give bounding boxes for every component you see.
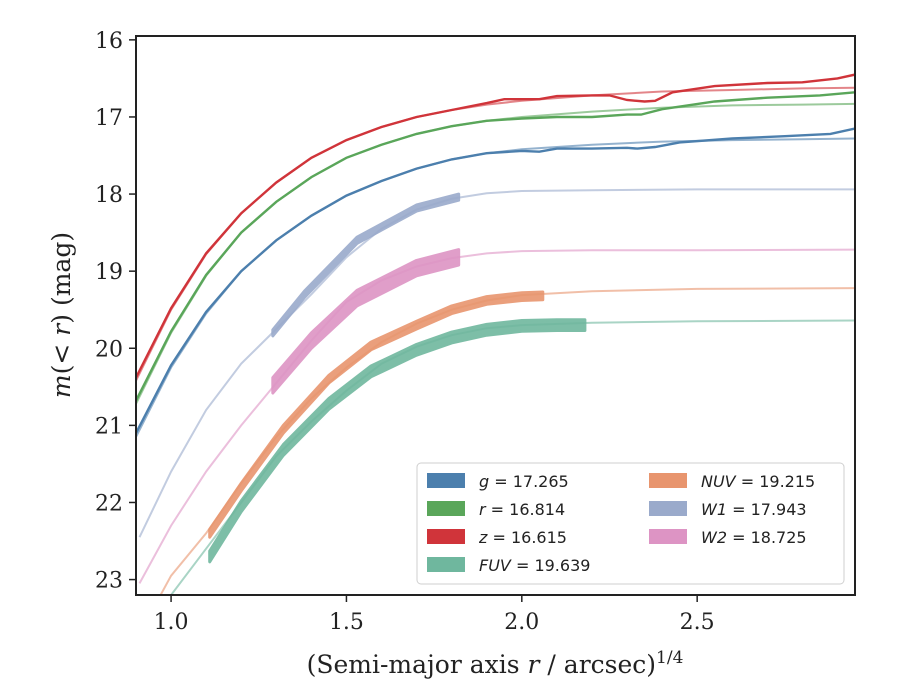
legend-swatch xyxy=(427,529,465,544)
x-tick-label: 2.5 xyxy=(680,610,715,635)
y-tick-label: 20 xyxy=(95,337,123,362)
y-tick-label: 23 xyxy=(95,569,123,594)
series-3 xyxy=(170,318,855,595)
legend-swatch xyxy=(649,529,687,544)
legend-swatch xyxy=(427,473,465,488)
legend-label: FUV = 19.639 xyxy=(479,556,590,575)
y-tick-label: 21 xyxy=(95,414,123,439)
series-model-line xyxy=(136,86,855,382)
legend-label: W1 = 17.943 xyxy=(701,500,807,519)
legend-label: W2 = 18.725 xyxy=(701,528,807,547)
legend-swatch xyxy=(649,473,687,488)
series-data-line xyxy=(136,127,855,434)
y-axis-title: m(< r) (mag) xyxy=(47,232,76,398)
plot-frame xyxy=(135,35,856,596)
y-tick-label: 19 xyxy=(95,260,123,285)
legend-label: r = 16.814 xyxy=(479,500,565,519)
y-tick-label: 17 xyxy=(95,106,123,131)
y-tick-label: 18 xyxy=(95,183,123,208)
series-data-band xyxy=(208,318,587,564)
legend-label: NUV = 19.215 xyxy=(701,472,815,491)
series-0 xyxy=(136,127,855,438)
legend: g = 17.265 r = 16.814 z = 16.615 FUV = 19.6… xyxy=(416,462,845,585)
legend-swatch xyxy=(427,557,465,572)
series-data-band xyxy=(208,290,545,539)
y-tick-label: 16 xyxy=(95,29,123,54)
legend-box xyxy=(416,462,845,585)
series-data-band xyxy=(271,248,461,395)
legend-label: z = 16.615 xyxy=(478,528,567,547)
series-data-band xyxy=(271,192,461,338)
legend-swatch xyxy=(427,501,465,516)
x-axis-title: (Semi-major axis r / arcsec)1/4 xyxy=(307,648,684,679)
series-data-line xyxy=(136,73,855,379)
y-tick-label: 22 xyxy=(95,491,123,516)
series-4 xyxy=(159,287,855,595)
legend-label: g = 17.265 xyxy=(479,472,569,491)
series-1 xyxy=(136,91,855,405)
series-6 xyxy=(138,248,855,584)
x-tick-label: 1.0 xyxy=(154,610,189,635)
series-layer xyxy=(136,73,855,595)
axis-ticks: 1.0 1.5 2.0 2.5 16 17 18 19 20 21 22 23 xyxy=(95,29,715,635)
series-5 xyxy=(138,188,855,538)
series-model-line xyxy=(136,102,855,405)
series-2 xyxy=(136,73,855,382)
x-tick-label: 2.0 xyxy=(504,610,539,635)
legend-swatch xyxy=(649,501,687,516)
series-data-line xyxy=(136,91,855,402)
x-tick-label: 1.5 xyxy=(329,610,364,635)
